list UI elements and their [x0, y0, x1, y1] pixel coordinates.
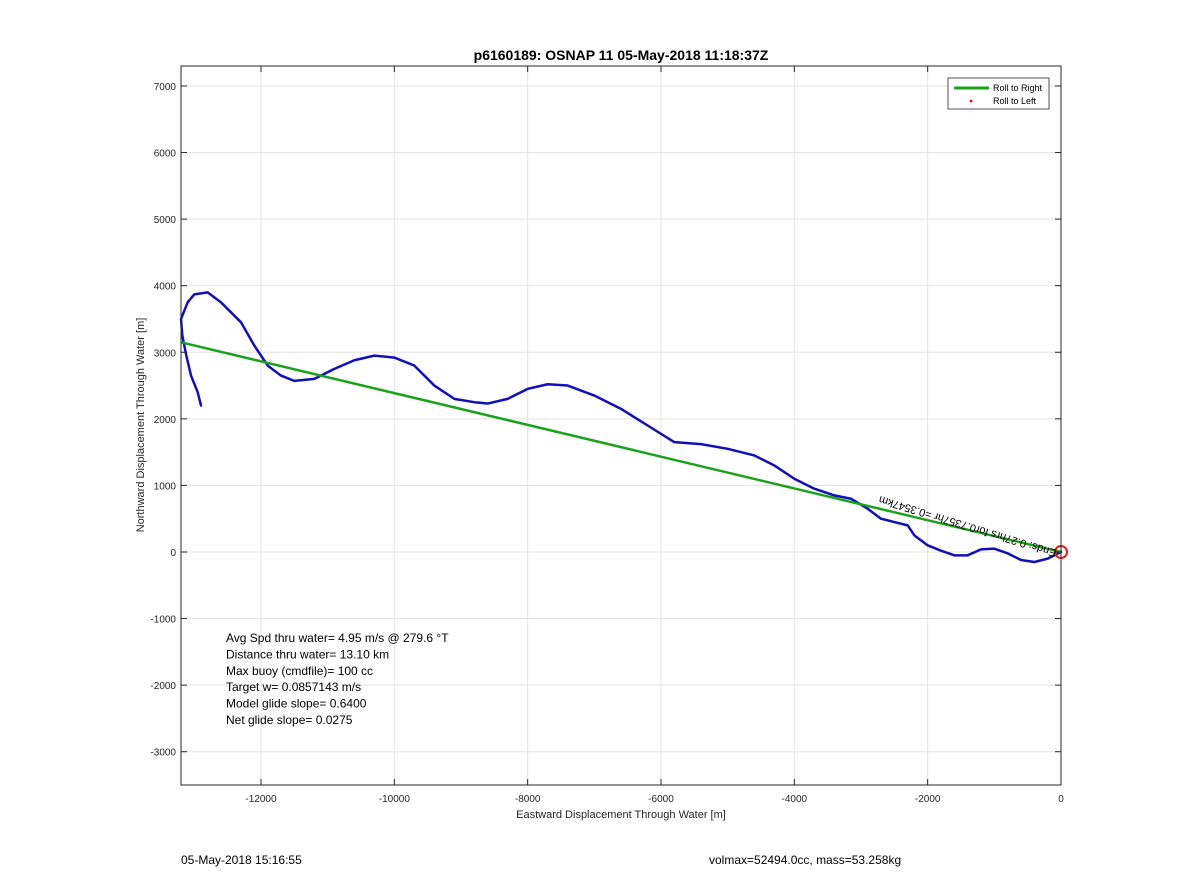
legend-label: Roll to Left	[993, 96, 1037, 106]
y-tick-label: 0	[170, 548, 176, 559]
footer-info: volmax=52494.0cc, mass=53.258kg	[709, 853, 902, 867]
legend-box	[947, 77, 1050, 110]
x-tick-label: -10000	[379, 794, 411, 805]
y-tick-label: -2000	[150, 681, 176, 692]
footer-timestamp: 05-May-2018 15:16:55	[181, 853, 302, 867]
x-axis-label: Eastward Displacement Through Water [m]	[516, 809, 726, 821]
track-line	[179, 291, 1063, 564]
y-tick-label: 4000	[154, 282, 177, 293]
legend: Roll to Right Roll to Left	[947, 77, 1050, 110]
legend-label: Roll to Right	[993, 83, 1043, 93]
y-tick-label: 5000	[154, 215, 177, 226]
y-tick-label: 3000	[154, 348, 177, 359]
x-tick-label: -8000	[515, 794, 541, 805]
stats-box: Avg Spd thru water= 4.95 m/s @ 279.6 °T D…	[226, 631, 449, 727]
y-tick-label: 7000	[154, 82, 177, 93]
x-tick-label: -4000	[782, 794, 808, 805]
chart-title: p6160189: OSNAP 11 05-May-2018 11:18:37Z	[474, 47, 769, 63]
stats-line: Target w= 0.0857143 m/s	[226, 680, 361, 694]
x-tick-label: -2000	[915, 794, 941, 805]
x-tick-label: 0	[1058, 794, 1064, 805]
stats-line: Net glide slope= 0.0275	[226, 713, 353, 727]
y-tick-label: 2000	[154, 415, 177, 426]
y-tick-label: -3000	[150, 748, 176, 759]
legend-swatch-roll-left	[969, 99, 973, 103]
chart: -12000 -10000 -8000 -6000 -4000 -2000 0-3000-2…	[135, 47, 1068, 821]
plot-background	[181, 66, 1061, 785]
roll-right-line	[180, 341, 1062, 554]
stats-line: Avg Spd thru water= 4.95 m/s @ 279.6 °T	[226, 631, 449, 645]
y-tick-label: -1000	[150, 615, 176, 626]
y-tick-label: 6000	[154, 149, 177, 160]
x-tick-label: -12000	[245, 794, 277, 805]
x-tick-label: -6000	[648, 794, 674, 805]
stats-line: Max buoy (cmdfile)= 100 cc	[226, 664, 373, 678]
y-axis-label: Northward Displacement Through Water [m]	[135, 318, 147, 533]
stats-line: Distance thru water= 13.10 km	[226, 647, 389, 661]
grid	[181, 66, 1062, 785]
y-tick-label: 1000	[154, 481, 177, 492]
stats-line: Model glide slope= 0.6400	[226, 697, 367, 711]
plot-frame	[180, 65, 1062, 786]
ticks: -12000 -10000 -8000 -6000 -4000 -2000 0-3000-2…	[150, 66, 1064, 805]
